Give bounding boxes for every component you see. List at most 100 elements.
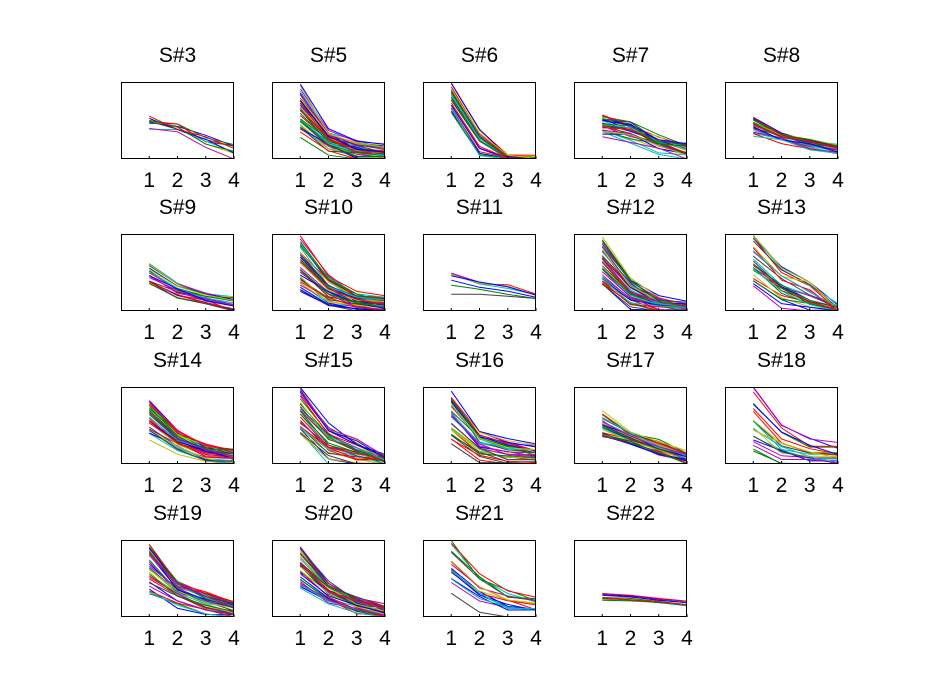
series-lines <box>601 236 687 311</box>
series-line <box>450 88 536 159</box>
subplot-panel: S#7 1 2 3 4 <box>574 44 693 192</box>
series-line <box>148 555 234 608</box>
series-line <box>450 404 536 450</box>
series-line <box>752 391 838 447</box>
series-line <box>299 102 385 155</box>
x-tick-label: 1 <box>445 321 457 344</box>
series-lines <box>753 116 838 155</box>
series-line <box>602 433 687 464</box>
series-line <box>601 283 687 311</box>
x-tick-label: 2 <box>474 627 486 650</box>
series-line <box>602 424 687 456</box>
series-line <box>299 573 385 614</box>
series-line <box>300 131 385 159</box>
series-line <box>299 269 385 308</box>
subplot-panel: S#15 1 2 3 4 <box>272 349 391 497</box>
series-line <box>148 411 234 457</box>
x-tick-label: 4 <box>228 169 240 192</box>
series-line <box>602 136 687 159</box>
x-tick-label: 2 <box>172 474 184 497</box>
series-line <box>299 244 385 299</box>
series-line <box>602 116 687 147</box>
series-line <box>450 540 536 602</box>
subplot-panel: S#16 1 2 3 4 <box>423 349 542 497</box>
subplot-panel: S#11 1 2 3 4 <box>423 196 542 344</box>
x-tick-label: 3 <box>653 321 665 344</box>
series-line <box>602 120 687 145</box>
x-tick-label: 4 <box>832 169 844 192</box>
series-lines <box>149 115 234 159</box>
x-tick-label: 2 <box>474 169 486 192</box>
series-line <box>299 410 385 456</box>
subplot-panel: S#5 1 2 3 4 <box>272 44 391 192</box>
x-tick-label: 3 <box>804 321 816 344</box>
series-line <box>602 429 687 461</box>
series-line <box>299 98 385 149</box>
series-line <box>299 416 385 463</box>
series-line <box>299 83 385 145</box>
x-tick-label: 2 <box>172 169 184 192</box>
x-tick-label: 1 <box>747 474 759 497</box>
series-line <box>299 427 385 464</box>
subplot-panel: S#13 1 2 3 4 <box>725 196 844 344</box>
series-line <box>752 420 838 454</box>
series-line <box>450 560 536 604</box>
x-tick-label: 3 <box>502 627 514 650</box>
series-lines <box>602 593 687 607</box>
series-line <box>601 261 687 310</box>
series-line <box>149 422 234 459</box>
series-line <box>450 107 536 159</box>
subplot-panel: S#12 1 2 3 4 <box>574 196 693 344</box>
axes-box <box>423 234 536 311</box>
x-tick-label: 3 <box>200 627 212 650</box>
series-line <box>300 136 385 159</box>
series-line <box>602 599 687 606</box>
series-line <box>752 246 838 311</box>
subplot-title: S#19 <box>153 502 202 525</box>
x-tick-label: 1 <box>294 169 306 192</box>
x-tick-label: 4 <box>681 169 693 192</box>
x-tick-label: 2 <box>474 321 486 344</box>
x-tick-label: 1 <box>445 627 457 650</box>
series-line <box>300 274 385 309</box>
series-lines <box>451 272 536 299</box>
x-tick-label: 3 <box>200 474 212 497</box>
x-tick-label: 2 <box>625 474 637 497</box>
subplot-title: S#11 <box>456 196 504 219</box>
series-line <box>299 426 385 460</box>
series-lines <box>299 546 385 617</box>
subplot-panel: S#22 1 2 3 4 <box>574 502 693 650</box>
series-line <box>450 86 536 159</box>
subplot-title: S#17 <box>606 349 655 372</box>
series-line <box>752 260 838 308</box>
x-tick-label: 3 <box>200 169 212 192</box>
x-tick-label: 2 <box>776 474 788 497</box>
series-line <box>753 283 838 311</box>
x-tick-label: 1 <box>143 321 155 344</box>
x-tick-label: 1 <box>294 321 306 344</box>
x-tick-label: 1 <box>294 627 306 650</box>
series-line <box>149 433 234 464</box>
series-line <box>450 390 536 445</box>
series-line <box>149 275 234 307</box>
x-tick-label: 4 <box>681 474 693 497</box>
series-line <box>149 128 234 159</box>
x-tick-label: 2 <box>625 627 637 650</box>
subplot-panel: S#6 1 2 3 4 <box>423 44 542 192</box>
x-tick-label: 1 <box>445 169 457 192</box>
series-line <box>450 396 536 452</box>
series-line <box>753 117 838 148</box>
subplot-title: S#20 <box>304 502 353 525</box>
series-line <box>753 119 838 147</box>
x-tick-label: 1 <box>596 627 608 650</box>
series-line <box>753 126 838 153</box>
series-line <box>753 428 838 464</box>
series-line <box>752 403 838 456</box>
x-tick-label: 4 <box>228 627 240 650</box>
subplot-panel: S#17 1 2 3 4 <box>574 349 693 497</box>
x-tick-label: 4 <box>530 169 542 192</box>
series-lines <box>148 400 234 464</box>
x-tick-label: 1 <box>143 474 155 497</box>
x-tick-label: 2 <box>172 321 184 344</box>
x-tick-label: 4 <box>379 474 391 497</box>
